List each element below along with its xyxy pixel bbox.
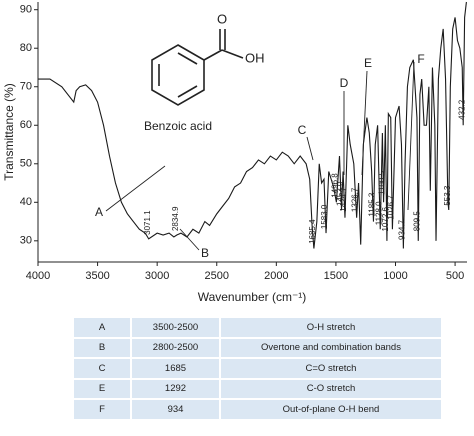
bond [177,52,198,65]
peak-label: 1424.7 [339,187,348,212]
bond [221,49,244,59]
table-cell: 3500-2500 [130,316,221,339]
structure-name: Benzoic acid [144,119,212,133]
table-cell: Overtone and combination bands [219,336,443,359]
chart: O OH Benzoic acid Wavenumber (cm⁻¹) Tran… [2,1,467,304]
table-row: C 1685 C=O stretch [72,357,443,380]
y-tick-label: 90 [20,4,32,16]
table-row: B 2800-2500 Overtone and combination bands [72,336,443,359]
table-row: E 1292 C-O stretch [72,377,443,400]
x-tick-label: 4000 [26,270,50,282]
callout-label: D [340,76,349,90]
x-tick-label: 500 [446,270,464,282]
peak-label: 1685.4 [308,219,317,244]
callout-label: C [298,123,307,137]
callout-line [407,61,415,211]
callout-line [361,70,368,176]
peak-label: 1496.8 [330,173,339,198]
y-tick-label: 80 [20,42,32,54]
table-cell: C-O stretch [219,377,443,400]
x-tick-label: 2500 [205,270,229,282]
bond [203,49,223,61]
peak-label: 1072.6 [381,206,390,231]
assignment-table: A 3500-2500 O-H stretch B 2800-2500 Overtone … [72,316,443,421]
table-row: F 934 Out-of-plane O-H bend [72,398,443,421]
callout-label: B [201,246,209,260]
peak-label: 1185.3 [368,192,377,216]
table-cell: C [72,357,132,380]
callout-line [306,136,314,161]
peak-label: 1128.0 [374,201,383,225]
table-row: A 3500-2500 O-H stretch [72,316,443,339]
table-cell: 1292 [130,377,221,400]
x-tick-label: 1500 [324,270,348,282]
peak-label: 934.7 [397,219,406,240]
y-axis-label: Transmittance (%) [2,83,16,181]
peak-label: 3071.1 [143,210,152,235]
x-axis-label: Wavenumber (cm⁻¹) [198,290,307,304]
table-cell: F [72,398,132,421]
callout-label: F [417,52,424,66]
callout-label: A [95,205,103,219]
x-tick-label: 3500 [85,270,109,282]
table-cell: B [72,336,132,359]
y-tick-label: 30 [20,235,32,247]
table-cell: A [72,316,132,339]
peak-label: 809.5 [412,211,421,232]
table-cell: E [72,377,132,400]
spectrum-line [38,1,467,249]
x-tick-label: 1000 [383,270,407,282]
peak-label: 1026.7 [386,195,395,220]
peak-label: 1583.0 [320,204,329,229]
callout-label: E [364,56,372,70]
y-tick-label: 50 [20,158,32,170]
table-cell: Out-of-plane O-H bend [219,398,443,421]
callout-line [105,165,166,212]
callout-line [179,228,200,251]
bond [177,85,198,98]
atom-label: O [217,11,227,26]
y-tick-label: 40 [20,196,32,208]
table-cell: 934 [130,398,221,421]
x-tick-label: 3000 [145,270,169,282]
table-cell: 1685 [130,357,221,380]
table-cell: O-H stretch [219,316,443,339]
table-cell: 2800-2500 [130,336,221,359]
peak-label: 2834.9 [171,206,180,231]
peak-label: 1326.7 [351,187,360,212]
atom-label: OH [245,50,265,65]
y-tick-label: 60 [20,119,32,131]
y-tick-label: 70 [20,81,32,93]
peak-label: 553.3 [443,185,452,206]
peak-label: 1453.0 [336,181,345,206]
x-tick-label: 2000 [264,270,288,282]
peak-label: 432.2 [457,99,466,120]
peak-label: 1100.5 [378,170,387,194]
table-cell: C=O stretch [219,357,443,380]
benzoic-acid-structure [151,29,244,106]
